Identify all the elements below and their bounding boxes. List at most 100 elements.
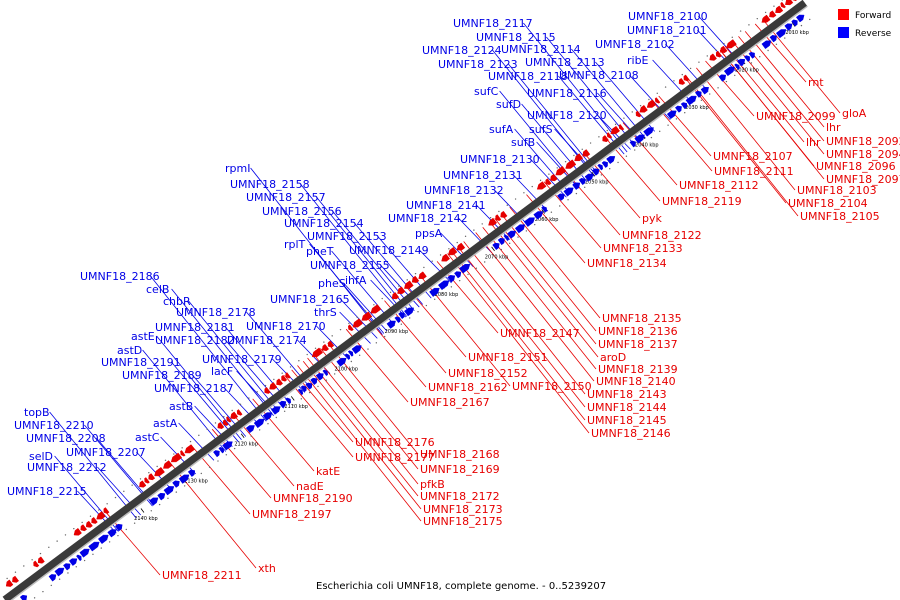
minor-dot	[623, 117, 625, 119]
reverse-gene-label: astC	[135, 431, 160, 444]
leader-line	[309, 243, 385, 334]
leader-line	[142, 349, 227, 452]
minor-dot	[408, 317, 411, 319]
reverse-gene-label: UMNF18_2149	[349, 244, 429, 257]
forward-gene-label: UMNF18_2211	[162, 569, 242, 582]
forward-gene-arrow	[550, 173, 558, 182]
minor-dot	[489, 216, 492, 219]
minor-dot	[734, 74, 736, 77]
reverse-gene-arrow	[297, 388, 304, 396]
minor-dot	[48, 546, 50, 549]
reverse-gene-label: UMNF18_2116	[527, 87, 607, 100]
minor-dot	[358, 354, 361, 356]
reverse-gene-arrow	[344, 353, 351, 360]
reverse-gene-label: UMNF18_2187	[154, 382, 234, 395]
tick-label: 2110 kbp	[284, 404, 308, 410]
reverse-gene-arrow	[79, 548, 90, 558]
reverse-gene-arrow	[680, 102, 688, 110]
forward-gene-arrow	[500, 210, 508, 218]
forward-legend-swatch	[838, 9, 849, 20]
reverse-gene-arrow	[187, 469, 196, 477]
forward-gene-arrow	[720, 45, 728, 53]
minor-dot	[242, 441, 244, 444]
minor-dot	[350, 360, 353, 363]
reverse-gene-arrow	[744, 55, 750, 62]
minor-dot	[509, 242, 511, 245]
reverse-gene-arrow	[262, 412, 273, 421]
leader-line	[494, 189, 529, 226]
leader-line	[297, 365, 422, 522]
forward-gene-arrow	[397, 286, 406, 294]
minor-dot	[456, 241, 458, 244]
minor-dot	[775, 43, 778, 45]
reverse-gene-label: astA	[153, 417, 178, 430]
reverse-gene-label: celB	[146, 283, 169, 296]
tick-label: 2040 kbp	[635, 142, 659, 148]
reverse-gene-label: UMNF18_2181	[155, 321, 235, 334]
minor-dot	[248, 397, 250, 399]
reverse-gene-label: UMNF18_2186	[80, 270, 160, 283]
minor-dot	[125, 528, 127, 531]
minor-dot	[548, 173, 550, 175]
tick-label: 2050 kbp	[585, 180, 609, 186]
reverse-gene-arrow	[775, 29, 787, 39]
forward-gene-arrow	[495, 214, 502, 221]
reverse-gene-arrow	[300, 385, 307, 393]
minor-dot	[189, 440, 192, 443]
reverse-gene-arrow	[572, 182, 581, 190]
minor-dot	[281, 372, 283, 374]
forward-gene-arrow	[281, 374, 288, 382]
minor-dot	[706, 55, 708, 57]
reverse-gene-arrow	[497, 237, 505, 246]
forward-gene-arrow	[769, 10, 777, 18]
reverse-gene-arrow	[578, 178, 586, 186]
minor-dot	[108, 541, 111, 543]
forward-gene-arrow	[230, 411, 239, 419]
leader-line	[761, 18, 841, 114]
leader-line	[571, 48, 646, 139]
minor-dot	[200, 472, 203, 475]
leader-line	[684, 76, 787, 204]
minor-dot	[206, 428, 208, 430]
forward-gene-arrow	[784, 0, 794, 6]
tick-label: 2020 kbp	[735, 68, 759, 74]
leader-line	[457, 245, 586, 408]
forward-gene-arrow	[269, 382, 278, 390]
forward-gene-arrow	[184, 444, 196, 454]
minor-dot	[133, 522, 136, 524]
reverse-gene-label: UMNF18_2131	[443, 169, 523, 182]
minor-dot	[214, 422, 217, 424]
reverse-gene-arrow	[606, 156, 616, 165]
leader-line	[250, 167, 383, 335]
reverse-gene-label: sufS	[529, 123, 553, 136]
minor-dot	[773, 5, 775, 7]
forward-gene-arrow	[683, 74, 690, 82]
minor-dot	[42, 590, 44, 593]
reverse-gene-arrow	[685, 95, 697, 106]
minor-dot	[673, 80, 675, 82]
forward-gene-label: lhr	[826, 121, 841, 134]
minor-dot	[581, 148, 583, 150]
minor-dot	[625, 155, 628, 157]
forward-gene-label: lhr	[806, 136, 821, 149]
minor-dot	[223, 416, 225, 418]
forward-gene-label: UMNF18_2168	[420, 448, 500, 461]
forward-gene-label: UMNF18_2177	[355, 451, 435, 464]
minor-dot	[800, 24, 803, 27]
leader-line	[332, 210, 415, 312]
forward-gene-arrow	[139, 480, 147, 488]
minor-dot	[75, 566, 77, 568]
minor-dot	[781, 0, 783, 1]
leader-line	[523, 22, 628, 153]
forward-gene-arrow	[236, 409, 243, 416]
reverse-gene-label: thrS	[314, 306, 337, 319]
minor-dot	[656, 92, 658, 94]
reverse-gene-arrow	[336, 357, 347, 367]
minor-dot	[342, 367, 344, 369]
reverse-gene-arrow	[48, 574, 57, 582]
leader-line	[307, 357, 419, 497]
forward-gene-arrow	[602, 135, 609, 143]
tick-mark	[791, 22, 796, 27]
minor-dot	[442, 292, 444, 294]
